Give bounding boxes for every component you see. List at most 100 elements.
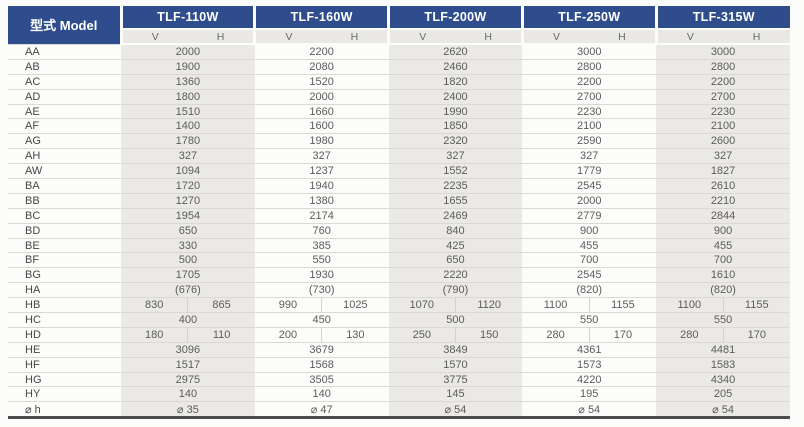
row-label: AE bbox=[8, 103, 121, 119]
value-cell: 1570 bbox=[388, 356, 523, 373]
table-row: HG 2975 3505 3775 4220 4340 bbox=[8, 371, 790, 387]
table-row: AD 1800 2000 2400 2700 2700 bbox=[8, 88, 790, 105]
value-cell: 700 bbox=[522, 252, 657, 268]
table-row: AG 1780 1980 2320 2590 2600 bbox=[8, 133, 790, 149]
value-cell: 327 bbox=[656, 148, 790, 164]
value-cell: 1510 bbox=[121, 103, 255, 119]
row-label: HE bbox=[8, 341, 121, 358]
value-cell: 2100 bbox=[656, 118, 790, 134]
value-cell: 1094 bbox=[121, 163, 255, 179]
table-row: HE 3096 3679 3849 4361 4481 bbox=[8, 341, 790, 358]
value-cell: 500 bbox=[388, 312, 523, 328]
value-cell: 2844 bbox=[656, 207, 790, 224]
value-cell: ⌀ 54 bbox=[522, 401, 657, 418]
value-cell: 1779 bbox=[522, 163, 657, 179]
value-cell: 2174 bbox=[254, 207, 389, 224]
model-header-tlf-110w: TLF-110W bbox=[119, 6, 255, 30]
value-cell: 550 bbox=[254, 252, 389, 268]
value-cell: 1800 bbox=[121, 88, 255, 105]
table-row: BF 500 550 650 700 700 bbox=[8, 252, 790, 268]
value-cell: 1705 bbox=[121, 267, 255, 283]
table-row: BD 650 760 840 900 900 bbox=[8, 222, 790, 239]
value-cell: 3679 bbox=[254, 341, 389, 358]
subcol-header-v: V bbox=[654, 29, 724, 45]
value-cell: 2400 bbox=[388, 88, 523, 105]
value-cell: 1552 bbox=[388, 163, 523, 179]
spec-table-container: 型式 Model TLF-110W TLF-160W TLF-200W TLF-250W… bbox=[8, 6, 790, 420]
row-label: BE bbox=[8, 237, 121, 253]
value-cell: 455 bbox=[522, 237, 657, 253]
value-cell: 1520 bbox=[254, 73, 389, 90]
value-cell: 1155 bbox=[589, 297, 657, 313]
value-cell: 650 bbox=[121, 222, 255, 239]
value-cell: 2620 bbox=[388, 43, 523, 60]
value-cell: 1070 bbox=[388, 297, 456, 313]
value-cell: 3775 bbox=[388, 371, 523, 387]
value-cell: 2200 bbox=[522, 73, 657, 90]
value-cell: 2610 bbox=[656, 178, 790, 194]
subcol-header-v: V bbox=[387, 29, 456, 45]
table-row: HF 1517 1568 1570 1573 1583 bbox=[8, 356, 790, 373]
table-row: HD 180 110 200 130 250 150 280 170 280 170 bbox=[8, 326, 790, 343]
subcol-header-h: H bbox=[589, 29, 657, 45]
value-cell: 2469 bbox=[388, 207, 523, 224]
value-cell: 195 bbox=[522, 386, 657, 402]
value-cell: 840 bbox=[388, 222, 523, 239]
table-row: AW 1094 1237 1552 1779 1827 bbox=[8, 163, 790, 179]
value-cell: 140 bbox=[121, 386, 255, 402]
value-cell: 327 bbox=[388, 148, 523, 164]
value-cell: 3849 bbox=[388, 341, 523, 358]
value-cell: ⌀ 47 bbox=[254, 401, 389, 418]
value-cell: 170 bbox=[723, 326, 790, 343]
subcol-header-h: H bbox=[455, 29, 523, 45]
row-label: BG bbox=[8, 267, 121, 283]
value-cell: 3096 bbox=[121, 341, 255, 358]
value-cell: 205 bbox=[656, 386, 790, 402]
value-cell: 1610 bbox=[656, 267, 790, 283]
value-cell: ⌀ 35 bbox=[121, 401, 255, 418]
table-row: BC 1954 2174 2469 2779 2844 bbox=[8, 207, 790, 224]
row-label: AD bbox=[8, 88, 121, 105]
value-cell: 400 bbox=[121, 312, 255, 328]
subcol-header-v: V bbox=[520, 29, 590, 45]
table-row: HY 140 140 145 195 205 bbox=[8, 386, 790, 402]
value-cell: 145 bbox=[388, 386, 523, 402]
row-label: HD bbox=[8, 326, 121, 343]
value-cell: 327 bbox=[254, 148, 389, 164]
subcol-header-v: V bbox=[253, 29, 322, 45]
value-cell: 2000 bbox=[121, 43, 255, 60]
row-label: HF bbox=[8, 356, 121, 373]
row-label: BA bbox=[8, 178, 121, 194]
value-cell: 2220 bbox=[388, 267, 523, 283]
value-cell: 1940 bbox=[254, 178, 389, 194]
spec-table-body: AA 2000 2200 2620 3000 3000 AB 1900 2080 2460 2800… bbox=[8, 43, 790, 418]
value-cell: 550 bbox=[656, 312, 790, 328]
value-cell: 1900 bbox=[121, 58, 255, 75]
row-label: ⌀ h bbox=[8, 401, 121, 418]
value-cell: 3000 bbox=[656, 43, 790, 60]
row-label: AA bbox=[8, 43, 121, 60]
value-cell: 4220 bbox=[522, 371, 657, 387]
value-cell: 1954 bbox=[121, 207, 255, 224]
row-label: HA bbox=[8, 282, 121, 298]
value-cell: (820) bbox=[522, 282, 657, 298]
model-header-tlf-160w: TLF-160W bbox=[253, 6, 389, 30]
value-cell: 1237 bbox=[254, 163, 389, 179]
value-cell: 1583 bbox=[656, 356, 790, 373]
value-cell: ⌀ 54 bbox=[388, 401, 523, 418]
value-cell: 1820 bbox=[388, 73, 523, 90]
value-cell: 200 bbox=[254, 326, 323, 343]
value-cell: 2000 bbox=[254, 88, 389, 105]
value-cell: 3505 bbox=[254, 371, 389, 387]
value-cell: 450 bbox=[254, 312, 389, 328]
value-cell: 2779 bbox=[522, 207, 657, 224]
value-cell: 1568 bbox=[254, 356, 389, 373]
subcol-header-h: H bbox=[187, 29, 255, 45]
value-cell: 4340 bbox=[656, 371, 790, 387]
row-label: BD bbox=[8, 222, 121, 239]
corner-header: 型式 Model bbox=[8, 6, 121, 44]
value-cell: 500 bbox=[121, 252, 255, 268]
table-row: HA (676) (730) (790) (820) (820) bbox=[8, 282, 790, 298]
value-cell: 1573 bbox=[522, 356, 657, 373]
table-row: AC 1360 1520 1820 2200 2200 bbox=[8, 73, 790, 90]
